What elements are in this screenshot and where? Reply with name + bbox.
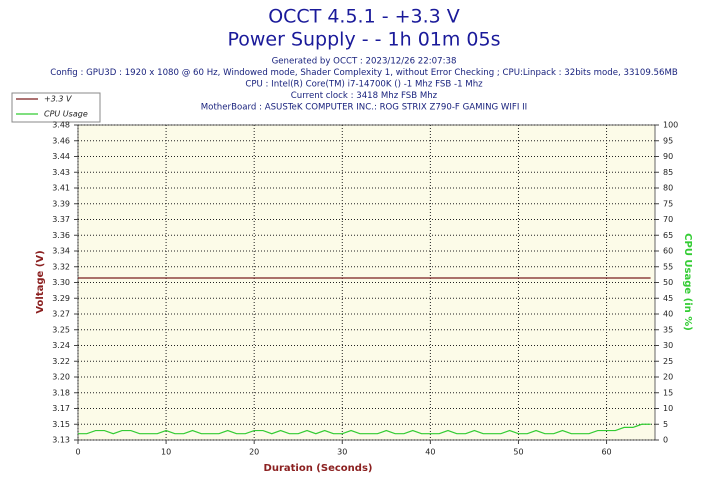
x-tick-label: 60 [601, 448, 611, 457]
info-line: Generated by OCCT : 2023/12/26 22:07:38 [272, 57, 457, 67]
y-tick-label: 3.13 [52, 436, 70, 445]
y2-tick-label: 35 [663, 325, 673, 334]
y-tick-label: 3.22 [52, 357, 70, 366]
x-tick-label: 10 [161, 448, 171, 457]
y2-axis-label: CPU Usage (in %) [682, 233, 693, 331]
y-tick-label: 3.29 [52, 294, 70, 303]
y-tick-label: 3.41 [52, 184, 70, 193]
y2-tick-label: 55 [663, 262, 673, 271]
y2-tick-label: 10 [663, 404, 673, 413]
x-tick-label: 30 [337, 448, 347, 457]
y2-tick-label: 20 [663, 373, 673, 382]
info-line: Current clock : 3418 Mhz FSB Mhz [291, 91, 438, 101]
info-line: CPU : Intel(R) Core(TM) i7-14700K () -1 … [245, 80, 483, 90]
y-tick-label: 3.20 [52, 373, 70, 382]
series-line [78, 423, 651, 435]
y2-tick-label: 60 [663, 247, 673, 256]
y-tick-label: 3.37 [52, 215, 70, 224]
y-tick-label: 3.43 [52, 168, 70, 177]
y2-tick-label: 30 [663, 341, 673, 350]
y2-tick-label: 0 [663, 436, 668, 445]
y2-tick-label: 75 [663, 199, 673, 208]
y2-tick-label: 100 [663, 121, 678, 130]
info-line: Config : GPU3D : 1920 x 1080 @ 60 Hz, Wi… [50, 68, 678, 78]
y-tick-label: 3.39 [52, 199, 70, 208]
chart-subtitle: Power Supply - - 1h 01m 05s [227, 29, 500, 51]
y-tick-label: 3.15 [52, 420, 70, 429]
y2-tick-label: 25 [663, 357, 673, 366]
info-line: MotherBoard : ASUSTeK COMPUTER INC.: ROG… [201, 103, 527, 113]
y2-tick-label: 45 [663, 294, 673, 303]
legend-box [11, 92, 101, 123]
y-tick-label: 3.17 [52, 404, 70, 413]
y-axis-label: Voltage (V) [35, 250, 46, 313]
y-tick-label: 3.46 [52, 136, 70, 145]
chart-title: OCCT 4.5.1 - +3.3 V [268, 6, 460, 28]
legend-label: CPU Usage [44, 110, 88, 119]
y-tick-label: 3.25 [52, 325, 70, 334]
y2-tick-label: 15 [663, 388, 673, 397]
y2-tick-label: 90 [663, 152, 673, 161]
y2-tick-label: 50 [663, 278, 673, 287]
y2-tick-label: 95 [663, 136, 673, 145]
x-tick-label: 50 [513, 448, 523, 457]
x-tick-label: 0 [75, 448, 80, 457]
y2-tick-label: 40 [663, 310, 673, 319]
y-tick-label: 3.44 [52, 152, 70, 161]
y2-tick-label: 80 [663, 184, 673, 193]
y2-tick-label: 65 [663, 231, 673, 240]
y-tick-label: 3.24 [52, 341, 70, 350]
y-tick-label: 3.48 [52, 121, 70, 130]
y-tick-label: 3.34 [52, 247, 70, 256]
y-tick-label: 3.36 [52, 231, 70, 240]
legend-label: +3.3 V [44, 95, 72, 104]
x-tick-label: 40 [425, 448, 435, 457]
y-tick-label: 3.18 [52, 388, 70, 397]
x-axis-label: Duration (Seconds) [264, 463, 373, 474]
y2-tick-label: 70 [663, 215, 673, 224]
y-tick-label: 3.30 [52, 278, 70, 287]
y2-tick-label: 5 [663, 420, 668, 429]
y-tick-label: 3.27 [52, 310, 70, 319]
x-tick-label: 20 [249, 448, 259, 457]
y-tick-label: 3.32 [52, 262, 70, 271]
y2-tick-label: 85 [663, 168, 673, 177]
